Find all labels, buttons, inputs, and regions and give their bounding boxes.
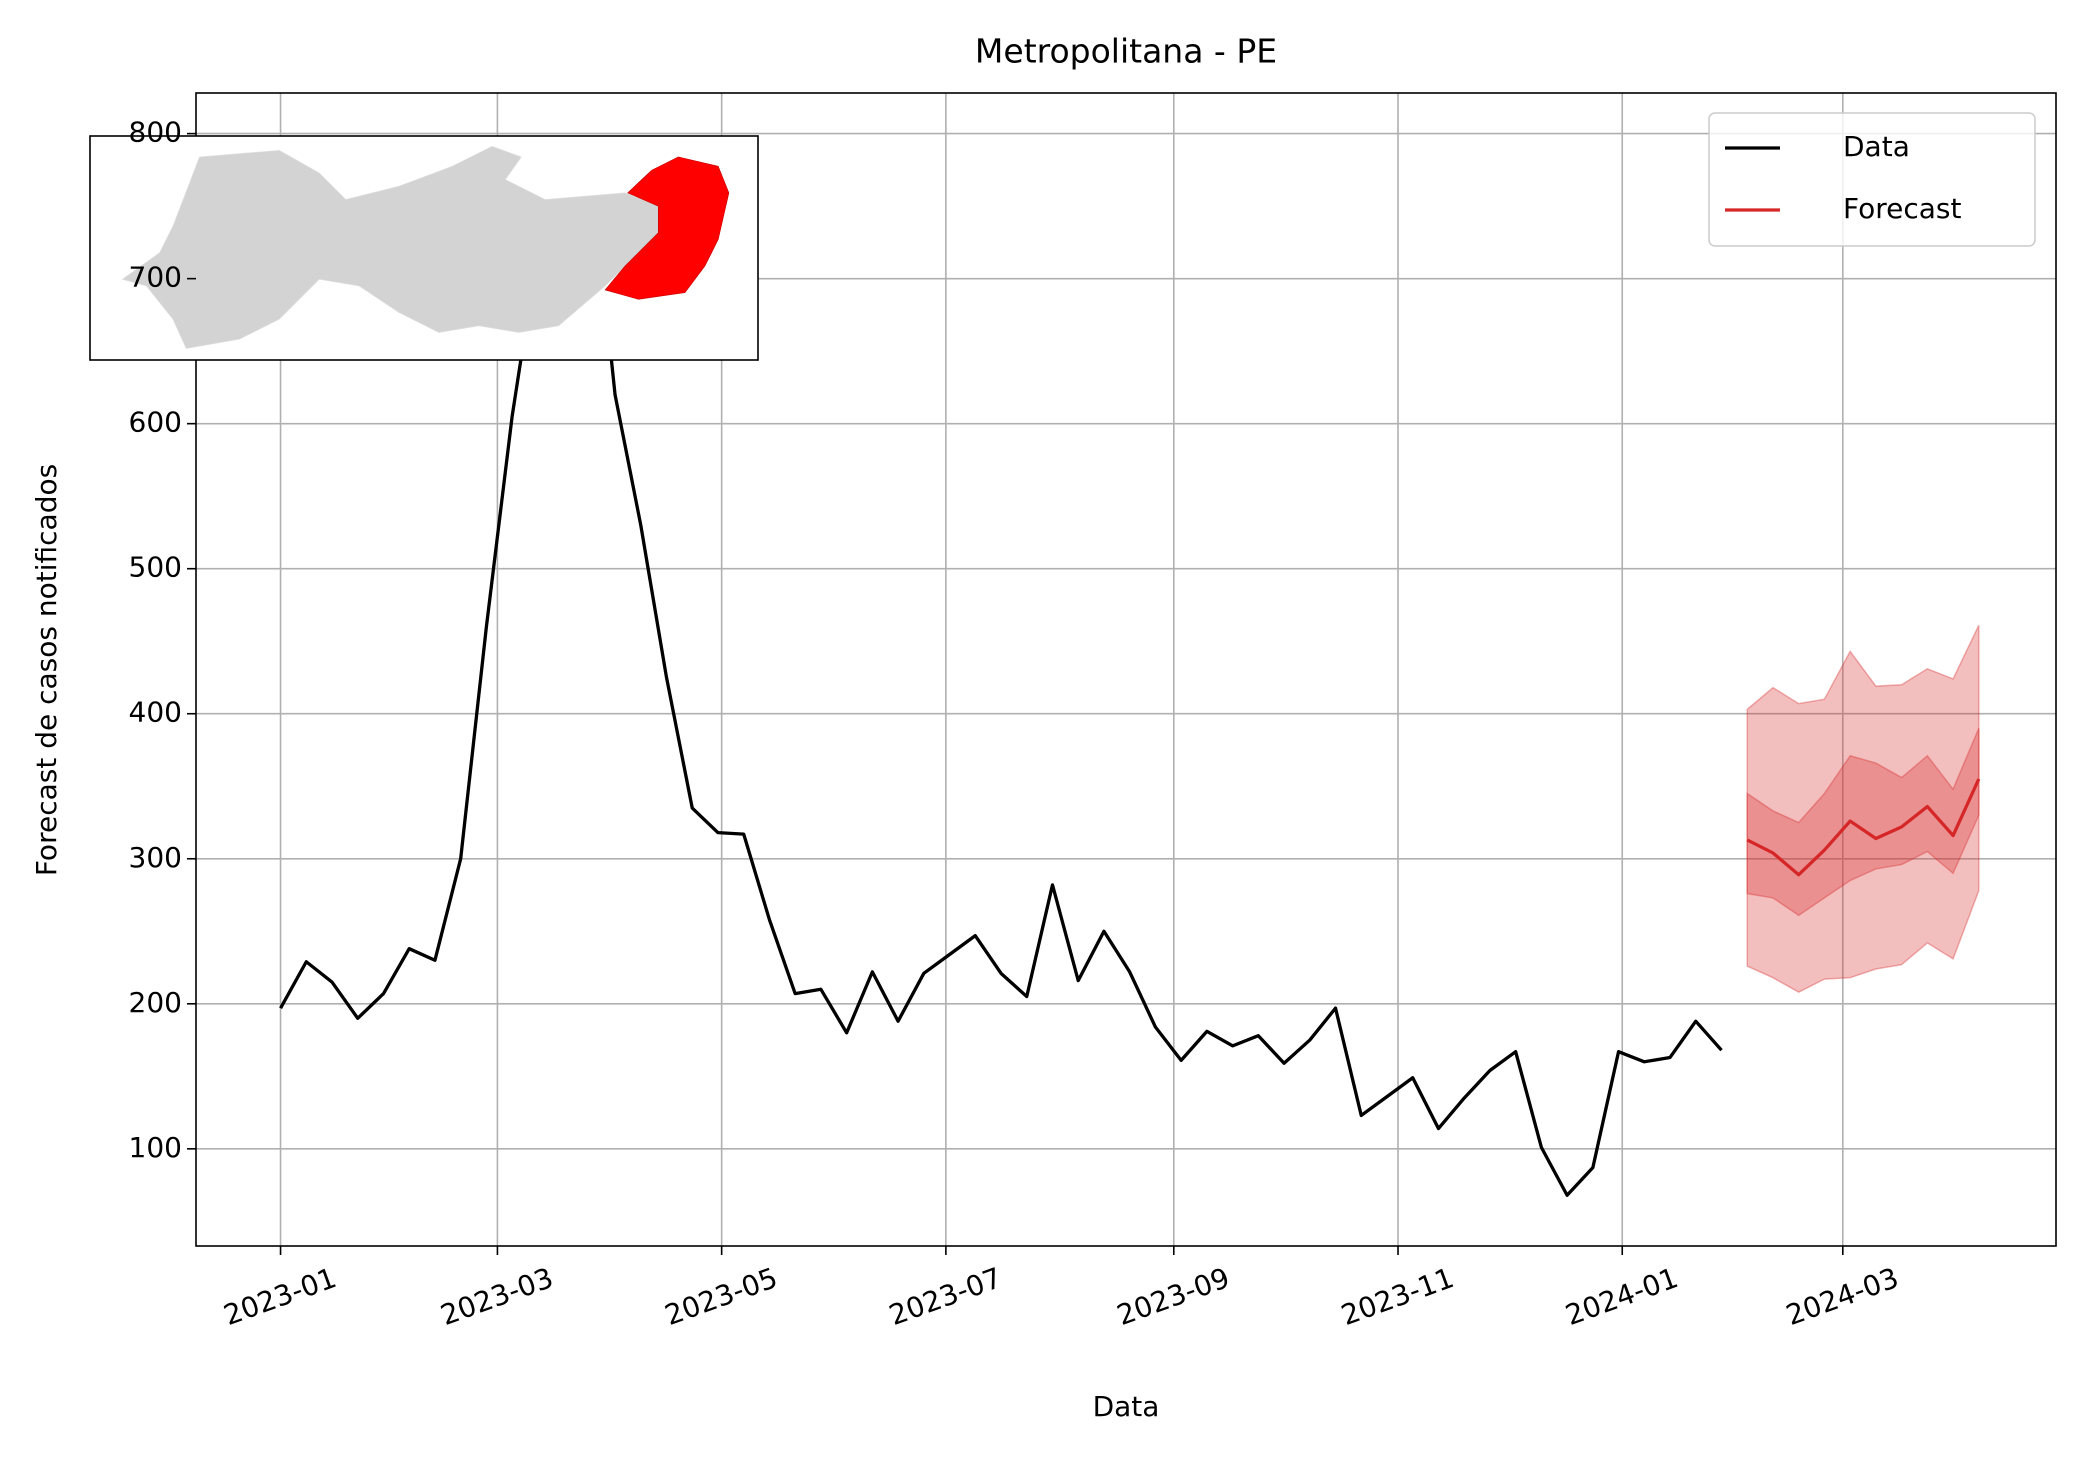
x-axis-label: Data: [1093, 1390, 1160, 1423]
axes-frame: [195, 92, 2057, 1247]
inset-map: [89, 135, 759, 361]
chart-title: Metropolitana - PE: [975, 32, 1277, 71]
y-axis-label: Forecast de casos notificados: [30, 464, 63, 876]
y-tick-label: 200: [129, 986, 182, 1019]
legend-label: Forecast: [1843, 192, 1962, 225]
highlighted-region: [604, 156, 730, 300]
forecast-band: [1746, 624, 1980, 994]
y-tick-label: 800: [129, 116, 182, 149]
series-line: [279, 146, 1723, 1197]
series-line: [1746, 778, 1981, 877]
y-tick-label: 700: [129, 261, 182, 294]
y-tick-label: 500: [129, 551, 182, 584]
map: [121, 145, 730, 349]
legend: Data Forecast: [1708, 112, 2036, 247]
y-tick-label: 400: [129, 696, 182, 729]
y-tick-label: 600: [129, 406, 182, 439]
y-tick-label: 100: [129, 1131, 182, 1164]
legend-label: Data: [1843, 130, 1910, 163]
y-tick-label: 300: [129, 841, 182, 874]
legend-box: [1708, 112, 2036, 247]
